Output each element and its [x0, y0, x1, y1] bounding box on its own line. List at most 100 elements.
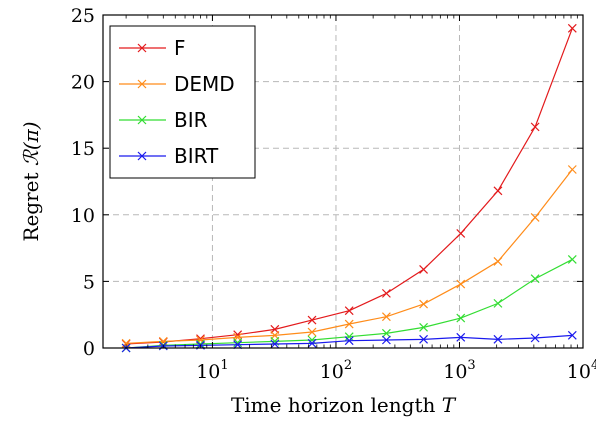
- legend-box: [109, 25, 256, 179]
- legend: F DEMD BIR BIRT: [109, 25, 256, 179]
- legend-swatch-marker: [137, 43, 147, 53]
- marker-stroke: [419, 322, 428, 332]
- x-tick-label-base: 10: [196, 361, 220, 383]
- data-point-birt: [344, 336, 354, 346]
- x-tick-label-exponent: 1: [220, 358, 228, 373]
- x-axis-label-text: Time horizon length: [231, 393, 442, 417]
- data-point-bir: [419, 322, 428, 332]
- marker-stroke: [381, 288, 391, 298]
- data-point-f: [344, 306, 354, 316]
- marker-stroke: [381, 328, 391, 338]
- marker-stroke: [530, 122, 540, 132]
- x-tick-label-base: 10: [443, 361, 467, 383]
- data-point-f: [530, 122, 540, 132]
- marker-stroke: [344, 319, 354, 329]
- x-tick-label: 103: [443, 358, 475, 383]
- marker-stroke: [567, 330, 577, 340]
- marker-stroke: [419, 334, 428, 344]
- legend-swatch-marker: [137, 151, 147, 161]
- marker-stroke: [419, 299, 428, 309]
- data-point-f: [493, 186, 503, 196]
- marker-stroke: [381, 335, 391, 345]
- data-point-bir: [567, 254, 577, 264]
- marker-stroke: [456, 279, 466, 289]
- data-point-birt: [530, 333, 540, 343]
- data-point-demd: [381, 312, 391, 322]
- x-tick-label-base: 10: [567, 361, 591, 383]
- series-birt: [121, 330, 577, 353]
- plot-frame: [102, 14, 584, 349]
- marker-stroke: [137, 151, 147, 161]
- marker-stroke: [493, 256, 503, 266]
- y-axis-label: Regret ℛ(π): [19, 121, 43, 241]
- y-tick-label: 0: [83, 338, 95, 360]
- marker-stroke: [456, 332, 466, 342]
- data-point-bir: [493, 298, 503, 308]
- y-tick-label: 20: [71, 72, 95, 94]
- marker-stroke: [456, 229, 466, 238]
- data-point-f: [419, 264, 428, 274]
- marker-stroke: [493, 334, 503, 344]
- x-tick-label-exponent: 2: [344, 358, 352, 373]
- x-tick-label-exponent: 4: [591, 358, 596, 373]
- marker-stroke: [567, 23, 577, 33]
- data-point-birt: [456, 332, 466, 342]
- marker-stroke: [233, 340, 243, 350]
- y-tick-label: 15: [71, 138, 95, 160]
- data-point-demd: [307, 327, 317, 337]
- x-axis-label-variable: T: [442, 393, 457, 417]
- marker-stroke: [307, 335, 317, 345]
- x-axis-label: Time horizon length T: [231, 393, 457, 417]
- data-point-demd: [493, 256, 503, 266]
- data-point-birt: [419, 334, 428, 344]
- marker-stroke: [307, 327, 317, 337]
- data-point-demd: [567, 165, 577, 174]
- legend-swatch-marker: [137, 79, 147, 89]
- marker-stroke: [493, 186, 503, 196]
- marker-stroke: [344, 306, 354, 316]
- y-tick-label: 10: [71, 205, 95, 227]
- marker-stroke: [493, 298, 503, 308]
- data-point-demd: [456, 279, 466, 289]
- series-bir: [121, 254, 577, 353]
- marker-stroke: [530, 213, 540, 222]
- axis-ticks: [103, 14, 584, 349]
- series-line-demd: [126, 169, 573, 344]
- data-point-bir: [456, 313, 466, 323]
- data-point-birt: [270, 339, 280, 349]
- data-point-demd: [344, 319, 354, 329]
- legend-entry-bir: BIR: [119, 108, 208, 132]
- data-point-birt: [381, 335, 391, 345]
- y-tick-label: 5: [83, 271, 95, 293]
- series-demd: [121, 165, 577, 348]
- legend-label: BIRT: [174, 144, 219, 168]
- marker-stroke: [196, 339, 205, 349]
- data-point-demd: [530, 213, 540, 222]
- legend-entry-demd: DEMD: [119, 72, 235, 96]
- marker-stroke: [530, 333, 540, 343]
- series-line-bir: [126, 258, 573, 349]
- legend-entry-f: F: [119, 36, 186, 60]
- legend-label: F: [174, 36, 186, 60]
- data-point-birt: [493, 334, 503, 344]
- data-point-bir: [344, 332, 354, 342]
- marker-stroke: [419, 264, 428, 274]
- marker-stroke: [530, 274, 540, 284]
- legend-label: DEMD: [174, 72, 235, 96]
- marker-stroke: [344, 336, 354, 346]
- x-tick-label-base: 10: [320, 361, 344, 383]
- y-tick-label: 25: [71, 5, 95, 27]
- x-tick-label: 104: [567, 358, 596, 383]
- marker-stroke: [307, 338, 317, 348]
- x-tick-label: 101: [196, 358, 228, 383]
- data-point-f: [456, 229, 466, 238]
- series-layer: [121, 23, 577, 353]
- data-point-bir: [381, 328, 391, 338]
- marker-stroke: [137, 115, 147, 125]
- x-tick-label: 102: [320, 358, 352, 383]
- legend-entry-birt: BIRT: [119, 144, 219, 168]
- marker-stroke: [381, 312, 391, 322]
- y-axis-label-variable: ℛ(π): [19, 121, 43, 166]
